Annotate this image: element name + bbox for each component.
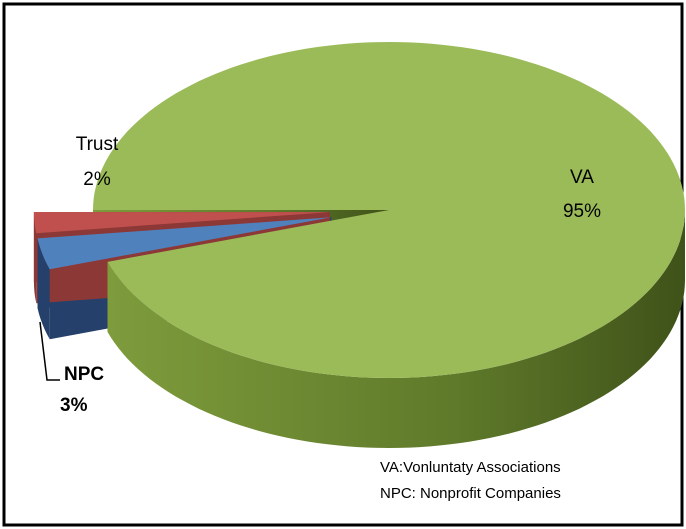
slice-label: Trust [76,134,119,155]
slice-side [107,210,685,448]
value-label: 2% [83,169,111,190]
slice-label: VA [570,167,594,188]
value-label: 95% [563,201,601,222]
slice [37,217,332,270]
annotation: VA:Vonluntaty Associations [380,459,561,476]
slice-side [37,238,50,340]
slice-side [33,212,37,304]
annotation: NPC: Nonprofit Companies [380,485,561,502]
leader-line [39,321,60,381]
pie [33,42,685,448]
slice-label: NPC [64,364,104,385]
value-label: 3% [60,395,88,416]
slice [33,212,330,234]
slice [93,42,685,378]
